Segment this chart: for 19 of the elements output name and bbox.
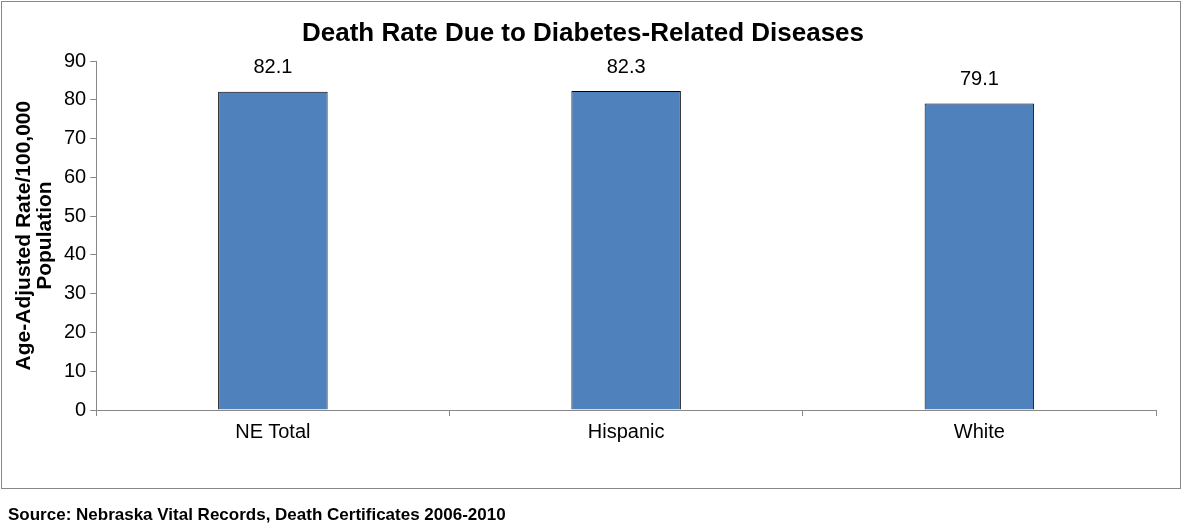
y-tick-label: 20: [64, 320, 87, 342]
y-tick-label: 0: [75, 397, 87, 420]
y-axis-title: Age-Adjusted Rate/100,000 Population: [11, 100, 56, 371]
y-tick-label: 90: [64, 48, 87, 71]
y-tick-label: 60: [64, 164, 87, 187]
data-label: 82.1: [253, 55, 293, 78]
y-tick-label: 80: [64, 87, 87, 110]
source-note: Source: Nebraska Vital Records, Death Certificates 2006-2010: [8, 505, 506, 525]
chart-title: Death Rate Due to Diabetes-Related Diseases: [301, 16, 865, 47]
y-tick-label: 70: [64, 126, 87, 149]
y-tick-label: 30: [64, 281, 87, 304]
x-tick-label: NE Total: [235, 419, 311, 442]
x-tick-label: Hispanic: [587, 419, 665, 442]
y-tick-label: 10: [64, 358, 87, 381]
data-label: 82.3: [606, 54, 646, 77]
x-tick-label: White: [953, 419, 1005, 442]
y-tick-label: 40: [64, 242, 87, 265]
y-tick-label: 50: [64, 203, 87, 226]
data-label: 79.1: [959, 66, 999, 89]
